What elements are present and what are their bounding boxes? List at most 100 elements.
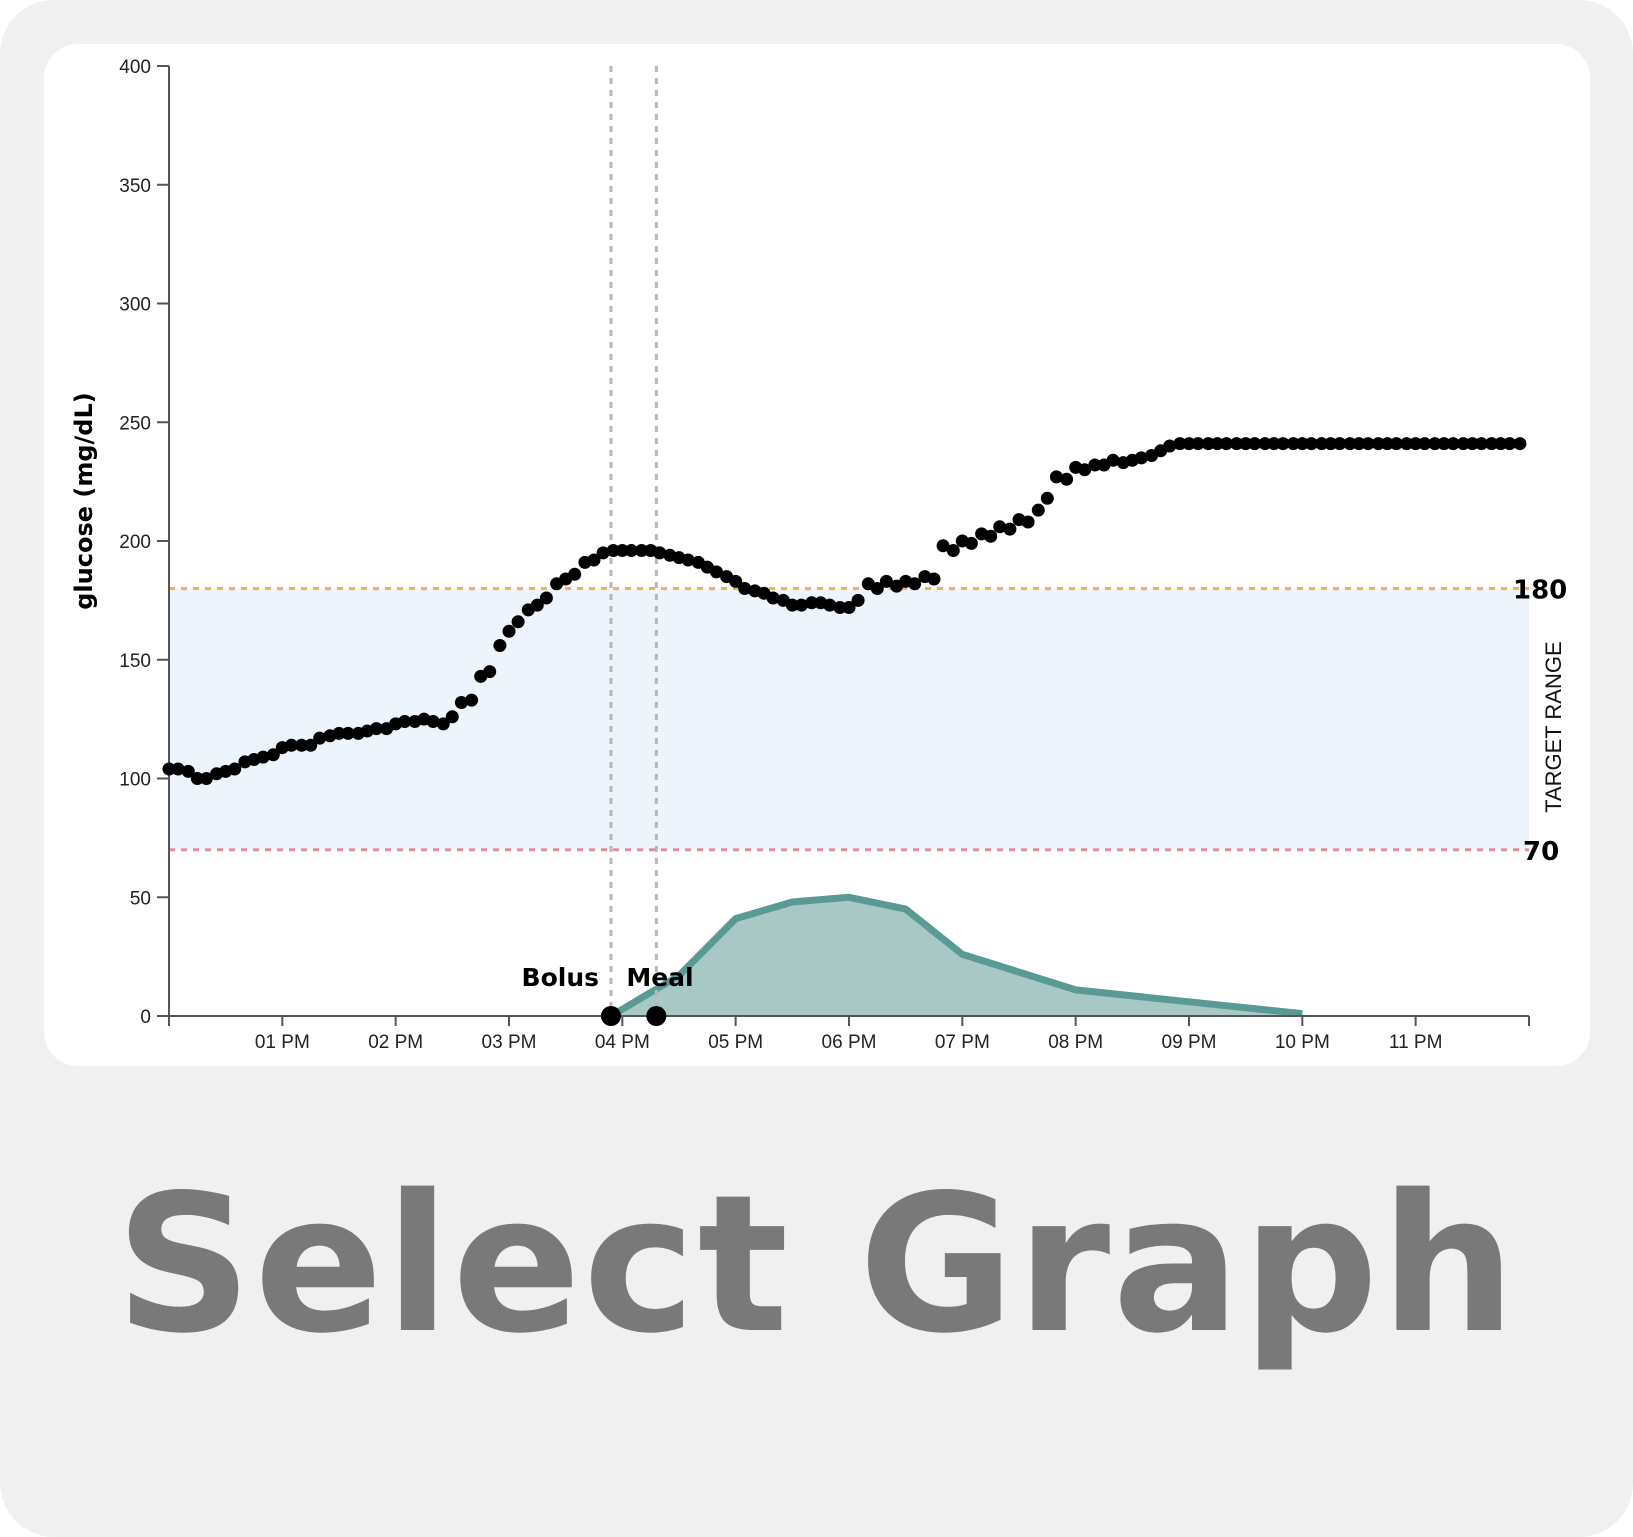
glucose-point (530, 598, 544, 612)
glucose-point (1418, 437, 1432, 451)
x-tick-label: 06 PM (822, 1032, 877, 1053)
glucose-point (993, 520, 1007, 534)
glucose-point (171, 762, 185, 776)
glucose-chart: 180 70 TARGET RANGE 0 50 100 150 200 250 300 350 40… (70, 57, 1567, 1053)
glucose-point (805, 596, 819, 610)
glucose-point (454, 696, 468, 709)
glucose-point (1106, 453, 1120, 467)
meal-event-dot (646, 1006, 667, 1026)
x-tick-label: 03 PM (482, 1032, 537, 1053)
glucose-point (465, 693, 479, 707)
glucose-point (295, 738, 309, 752)
glucose-point (1173, 437, 1187, 451)
x-tick-label: 09 PM (1162, 1032, 1217, 1053)
glucose-point (851, 593, 865, 607)
glucose-point (624, 544, 638, 557)
glucose-point (879, 574, 893, 588)
glucose-point (1400, 437, 1414, 451)
x-tick-label: 02 PM (368, 1032, 423, 1053)
glucose-point (426, 715, 440, 728)
glucose-point (1248, 437, 1262, 451)
x-tick-label: 10 PM (1275, 1032, 1330, 1053)
y-tick-label: 100 (119, 770, 151, 791)
glucose-point (1021, 515, 1035, 529)
glucose-point (615, 544, 629, 557)
glucose-point (568, 567, 582, 581)
glucose-point (1389, 437, 1403, 451)
glucose-point (502, 624, 516, 638)
activity-line (609, 893, 1303, 1020)
glucose-point (1230, 437, 1244, 451)
glucose-point (709, 565, 723, 579)
y-tick-label: 50 (130, 888, 151, 909)
glucose-point (1258, 437, 1272, 451)
x-tick-label: 08 PM (1048, 1032, 1103, 1053)
glucose-point (1088, 458, 1102, 472)
x-tick-label: 05 PM (708, 1032, 763, 1053)
x-tick-label: 01 PM (255, 1032, 310, 1053)
bolus-event-dot (601, 1006, 621, 1026)
glucose-point (766, 591, 780, 605)
glucose-point (606, 544, 620, 557)
glucose-point (1315, 437, 1329, 451)
glucose-point (1343, 437, 1357, 451)
tile-label: Select Graph (115, 1154, 1518, 1375)
glucose-point (785, 598, 799, 612)
bolus-label: Bolus (522, 963, 599, 992)
glucose-point (1267, 437, 1281, 451)
glucose-point (984, 529, 998, 543)
glucose-point (398, 715, 412, 728)
glucose-point (1513, 437, 1527, 451)
glucose-point (1049, 470, 1063, 484)
glucose-point (228, 762, 242, 776)
glucose-point (833, 601, 847, 614)
glucose-point (1201, 437, 1215, 451)
glucose-point (908, 577, 922, 591)
glucose-point (1276, 437, 1290, 451)
glucose-point (1040, 491, 1054, 505)
low-threshold-label: 70 (1523, 837, 1559, 867)
glucose-point (587, 553, 601, 567)
glucose-point (1465, 437, 1479, 451)
glucose-point (181, 764, 195, 778)
y-tick-label: 250 (119, 413, 151, 434)
y-axis-label: glucose (mg/dL) (70, 392, 98, 610)
glucose-point (1219, 437, 1233, 451)
glucose-point (1352, 437, 1366, 451)
y-tick-label: 0 (140, 1007, 151, 1028)
glucose-point (1210, 437, 1224, 451)
glucose-point (1295, 437, 1309, 451)
glucose-point (1428, 437, 1442, 451)
glucose-point (964, 536, 978, 550)
y-tick-label: 150 (119, 651, 151, 672)
glucose-point (266, 748, 280, 762)
y-tick-label: 350 (119, 176, 151, 197)
glucose-point (870, 582, 884, 595)
glucose-point (936, 539, 950, 553)
glucose-point (1060, 472, 1074, 486)
glucose-point (539, 591, 553, 605)
activity-area (611, 897, 1303, 1016)
glucose-point (162, 762, 176, 776)
glucose-point (1304, 437, 1318, 451)
glucose-point (369, 722, 383, 736)
glucose-point (1371, 437, 1385, 451)
target-range-label: TARGET RANGE (1541, 641, 1566, 813)
target-range-band (169, 588, 1529, 850)
glucose-point (1494, 437, 1508, 451)
glucose-point (1239, 437, 1253, 451)
glucose-point (1031, 503, 1045, 517)
glucose-point (190, 772, 204, 785)
glucose-point (1182, 437, 1196, 451)
glucose-point (1380, 437, 1394, 451)
glucose-point (1474, 437, 1488, 451)
glucose-point (1409, 437, 1423, 451)
glucose-point (493, 639, 507, 652)
glucose-point (511, 615, 525, 629)
glucose-point (927, 572, 941, 586)
x-tick-label: 11 PM (1389, 1032, 1443, 1053)
glucose-point (1485, 437, 1499, 451)
glucose-point (332, 726, 346, 740)
high-threshold-label: 180 (1513, 576, 1567, 606)
